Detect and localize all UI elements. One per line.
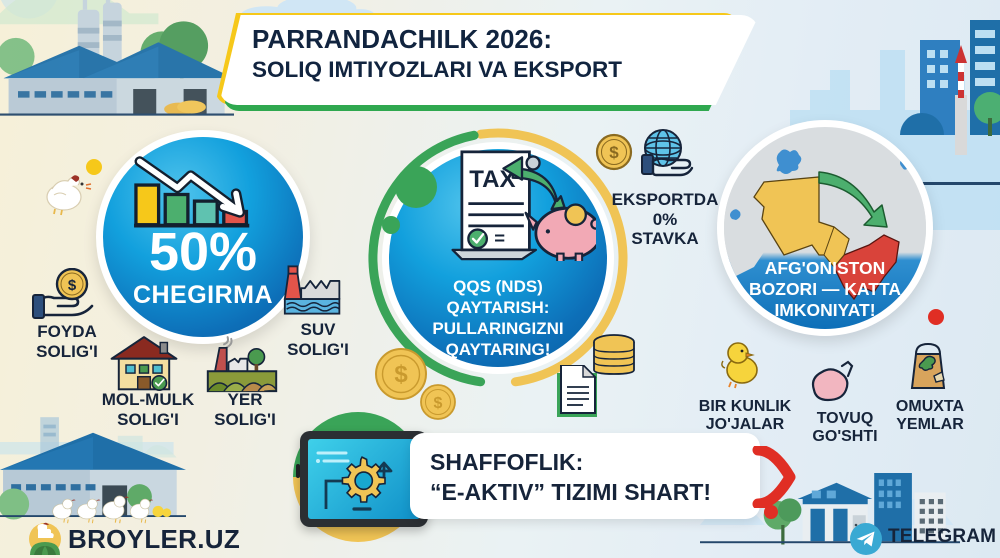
svg-text:=: = (494, 227, 505, 248)
svg-text:$: $ (394, 361, 408, 388)
svg-text:$: $ (68, 277, 77, 294)
svg-text:$: $ (609, 143, 619, 162)
svg-text:$: $ (434, 395, 443, 412)
